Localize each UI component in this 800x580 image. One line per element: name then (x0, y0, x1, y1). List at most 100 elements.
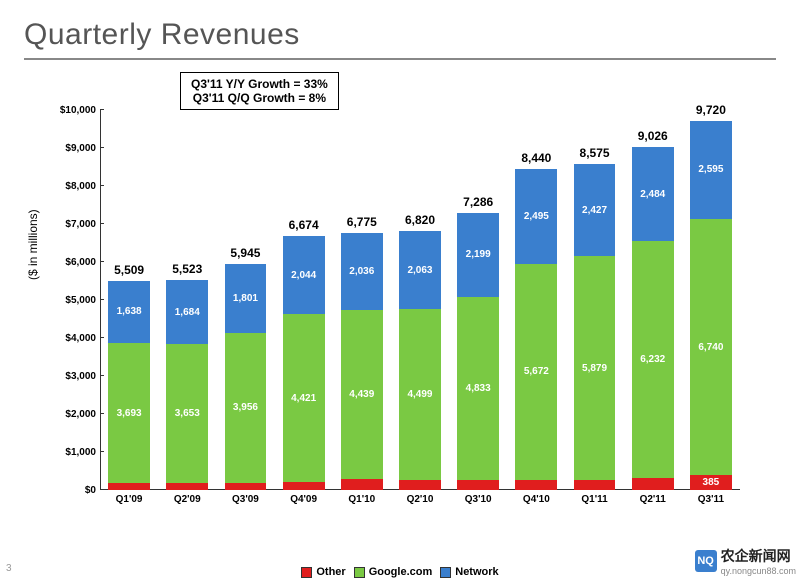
bar-segment-other: 178 (108, 483, 150, 490)
bar-segment-label: 3,693 (117, 408, 142, 419)
y-tick-label: $10,000 (48, 105, 96, 116)
chart-plot-area: 5,5091783,6931,6385,5231863,6531,6845,94… (100, 110, 740, 490)
bar-total-label: 8,575 (574, 146, 616, 160)
bar-segment-label: 4,421 (291, 393, 316, 404)
legend-swatch (354, 567, 365, 578)
x-tick-label: Q1'09 (100, 494, 158, 505)
bar-segment-label: 4,499 (407, 389, 432, 400)
bar-segment-network: 2,036 (341, 233, 383, 310)
bar-total-label: 9,720 (690, 103, 732, 117)
bar-segment-label: 4,833 (466, 383, 491, 394)
watermark-main: 农企新闻网 (721, 546, 796, 566)
watermark: NQ 农企新闻网 qy.nongcun88.com (695, 546, 796, 576)
bar-segment-other: 188 (225, 483, 267, 490)
bar-segment-label: 6,232 (640, 354, 665, 365)
bars-container: 5,5091783,6931,6385,5231863,6531,6845,94… (100, 110, 740, 490)
y-tick-label: $6,000 (48, 257, 96, 268)
bar-segment-network: 2,199 (457, 213, 499, 297)
bar-slot: 8,440 273 5,672 2,495 (515, 110, 557, 490)
bar-segment-label: 3,653 (175, 408, 200, 419)
bar-total-label: 9,026 (632, 129, 674, 143)
bar-segment-other: 186 (166, 483, 208, 490)
bar-slot: 9,026 310 6,232 2,484 (632, 110, 674, 490)
bar-segment-other: 254 (457, 480, 499, 490)
bar-segment-label: 2,199 (466, 249, 491, 260)
bar-segment-google: 3,653 (166, 344, 208, 483)
bar-slot: 6,8202584,4992,063 (399, 110, 441, 490)
bar-segment-label: 2,495 (524, 211, 549, 222)
bar-segment-network: 1,684 (166, 280, 208, 344)
bar-segment-label: 5,672 (524, 366, 549, 377)
bar-segment-label: 1,684 (175, 307, 200, 318)
bar-total-label: 8,440 (515, 151, 557, 165)
bar-segment-label: 1,801 (233, 293, 258, 304)
bar-segment-google: 4,499 (399, 309, 441, 480)
bar-total-label: 7,286 (457, 195, 499, 209)
bar-total-label: 5,945 (225, 246, 267, 260)
title-underline (24, 58, 776, 60)
annotation-line-1: Q3'11 Y/Y Growth = 33% (191, 77, 328, 91)
bar-segment-network: 2,495 (515, 169, 557, 264)
y-tick-label: $9,000 (48, 143, 96, 154)
y-tick-label: $4,000 (48, 333, 96, 344)
legend-label: Network (455, 566, 498, 578)
bar-segment-label: 1,638 (117, 306, 142, 317)
bar-total-label: 5,523 (166, 262, 208, 276)
legend-swatch (301, 567, 312, 578)
bar-segment-label: 2,484 (640, 189, 665, 200)
bar-slot: 5,523 186 3,653 1,684 (166, 110, 208, 490)
bar-segment-other: 273 (515, 480, 557, 490)
x-tick-label: Q1'11 (565, 494, 623, 505)
bar-segment-other: 258 (399, 480, 441, 490)
bar-segment-google: 6,740 (690, 219, 732, 475)
bar-total-label: 6,775 (341, 215, 383, 229)
bar-total-label: 6,674 (283, 218, 325, 232)
bar-segment-other: 209 (283, 482, 325, 490)
x-tick-label: Q2'11 (624, 494, 682, 505)
legend: Other Google.com Network (0, 566, 800, 578)
bar-segment-label: 2,595 (698, 164, 723, 175)
bar-slot: 5,5091783,6931,638 (108, 110, 150, 490)
bar-segment-google: 4,833 (457, 297, 499, 481)
bar-segment-google: 4,421 (283, 314, 325, 482)
legend-item-google: Google.com (354, 566, 433, 578)
legend-label: Google.com (369, 566, 433, 578)
legend-swatch (440, 567, 451, 578)
x-tick-label: Q4'10 (507, 494, 565, 505)
bar-segment-google: 5,879 (574, 256, 616, 479)
slide-number: 3 (6, 563, 12, 574)
bar-segment-google: 5,672 (515, 264, 557, 480)
y-axis-label: ($ in millions) (26, 209, 40, 280)
watermark-sub: qy.nongcun88.com (721, 566, 796, 576)
x-tick-label: Q1'10 (333, 494, 391, 505)
page-title: Quarterly Revenues (24, 18, 776, 52)
x-tick-label: Q2'09 (158, 494, 216, 505)
x-tick-label: Q3'10 (449, 494, 507, 505)
bar-segment-other: 300 (341, 479, 383, 490)
legend-item-network: Network (440, 566, 498, 578)
bar-segment-label: 2,063 (407, 265, 432, 276)
annotation-line-2: Q3'11 Q/Q Growth = 8% (191, 91, 328, 105)
bar-segment-other: 310 (632, 478, 674, 490)
bar-segment-label: 2,036 (349, 266, 374, 277)
bar-segment-google: 3,693 (108, 343, 150, 483)
x-tick-label: Q4'09 (275, 494, 333, 505)
bar-segment-network: 2,063 (399, 231, 441, 309)
bar-segment-label: 6,740 (698, 342, 723, 353)
watermark-logo: NQ (695, 550, 717, 572)
x-tick-label: Q3'11 (682, 494, 740, 505)
bar-slot: 8,5752695,8792,427 (574, 110, 616, 490)
bar-segment-network: 1,801 (225, 264, 267, 332)
bar-segment-other: 385 (690, 475, 732, 490)
bar-segment-label: 385 (703, 477, 720, 488)
x-tick-label: Q3'09 (216, 494, 274, 505)
legend-item-other: Other (301, 566, 345, 578)
bar-slot: 5,9451883,9561,801 (225, 110, 267, 490)
bar-segment-network: 1,638 (108, 281, 150, 343)
bar-segment-network: 2,044 (283, 236, 325, 314)
y-tick-label: $7,000 (48, 219, 96, 230)
bar-slot: 9,7203856,7402,595 (690, 110, 732, 490)
y-tick-label: $2,000 (48, 409, 96, 420)
bar-segment-google: 6,232 (632, 241, 674, 478)
bar-segment-label: 2,044 (291, 270, 316, 281)
